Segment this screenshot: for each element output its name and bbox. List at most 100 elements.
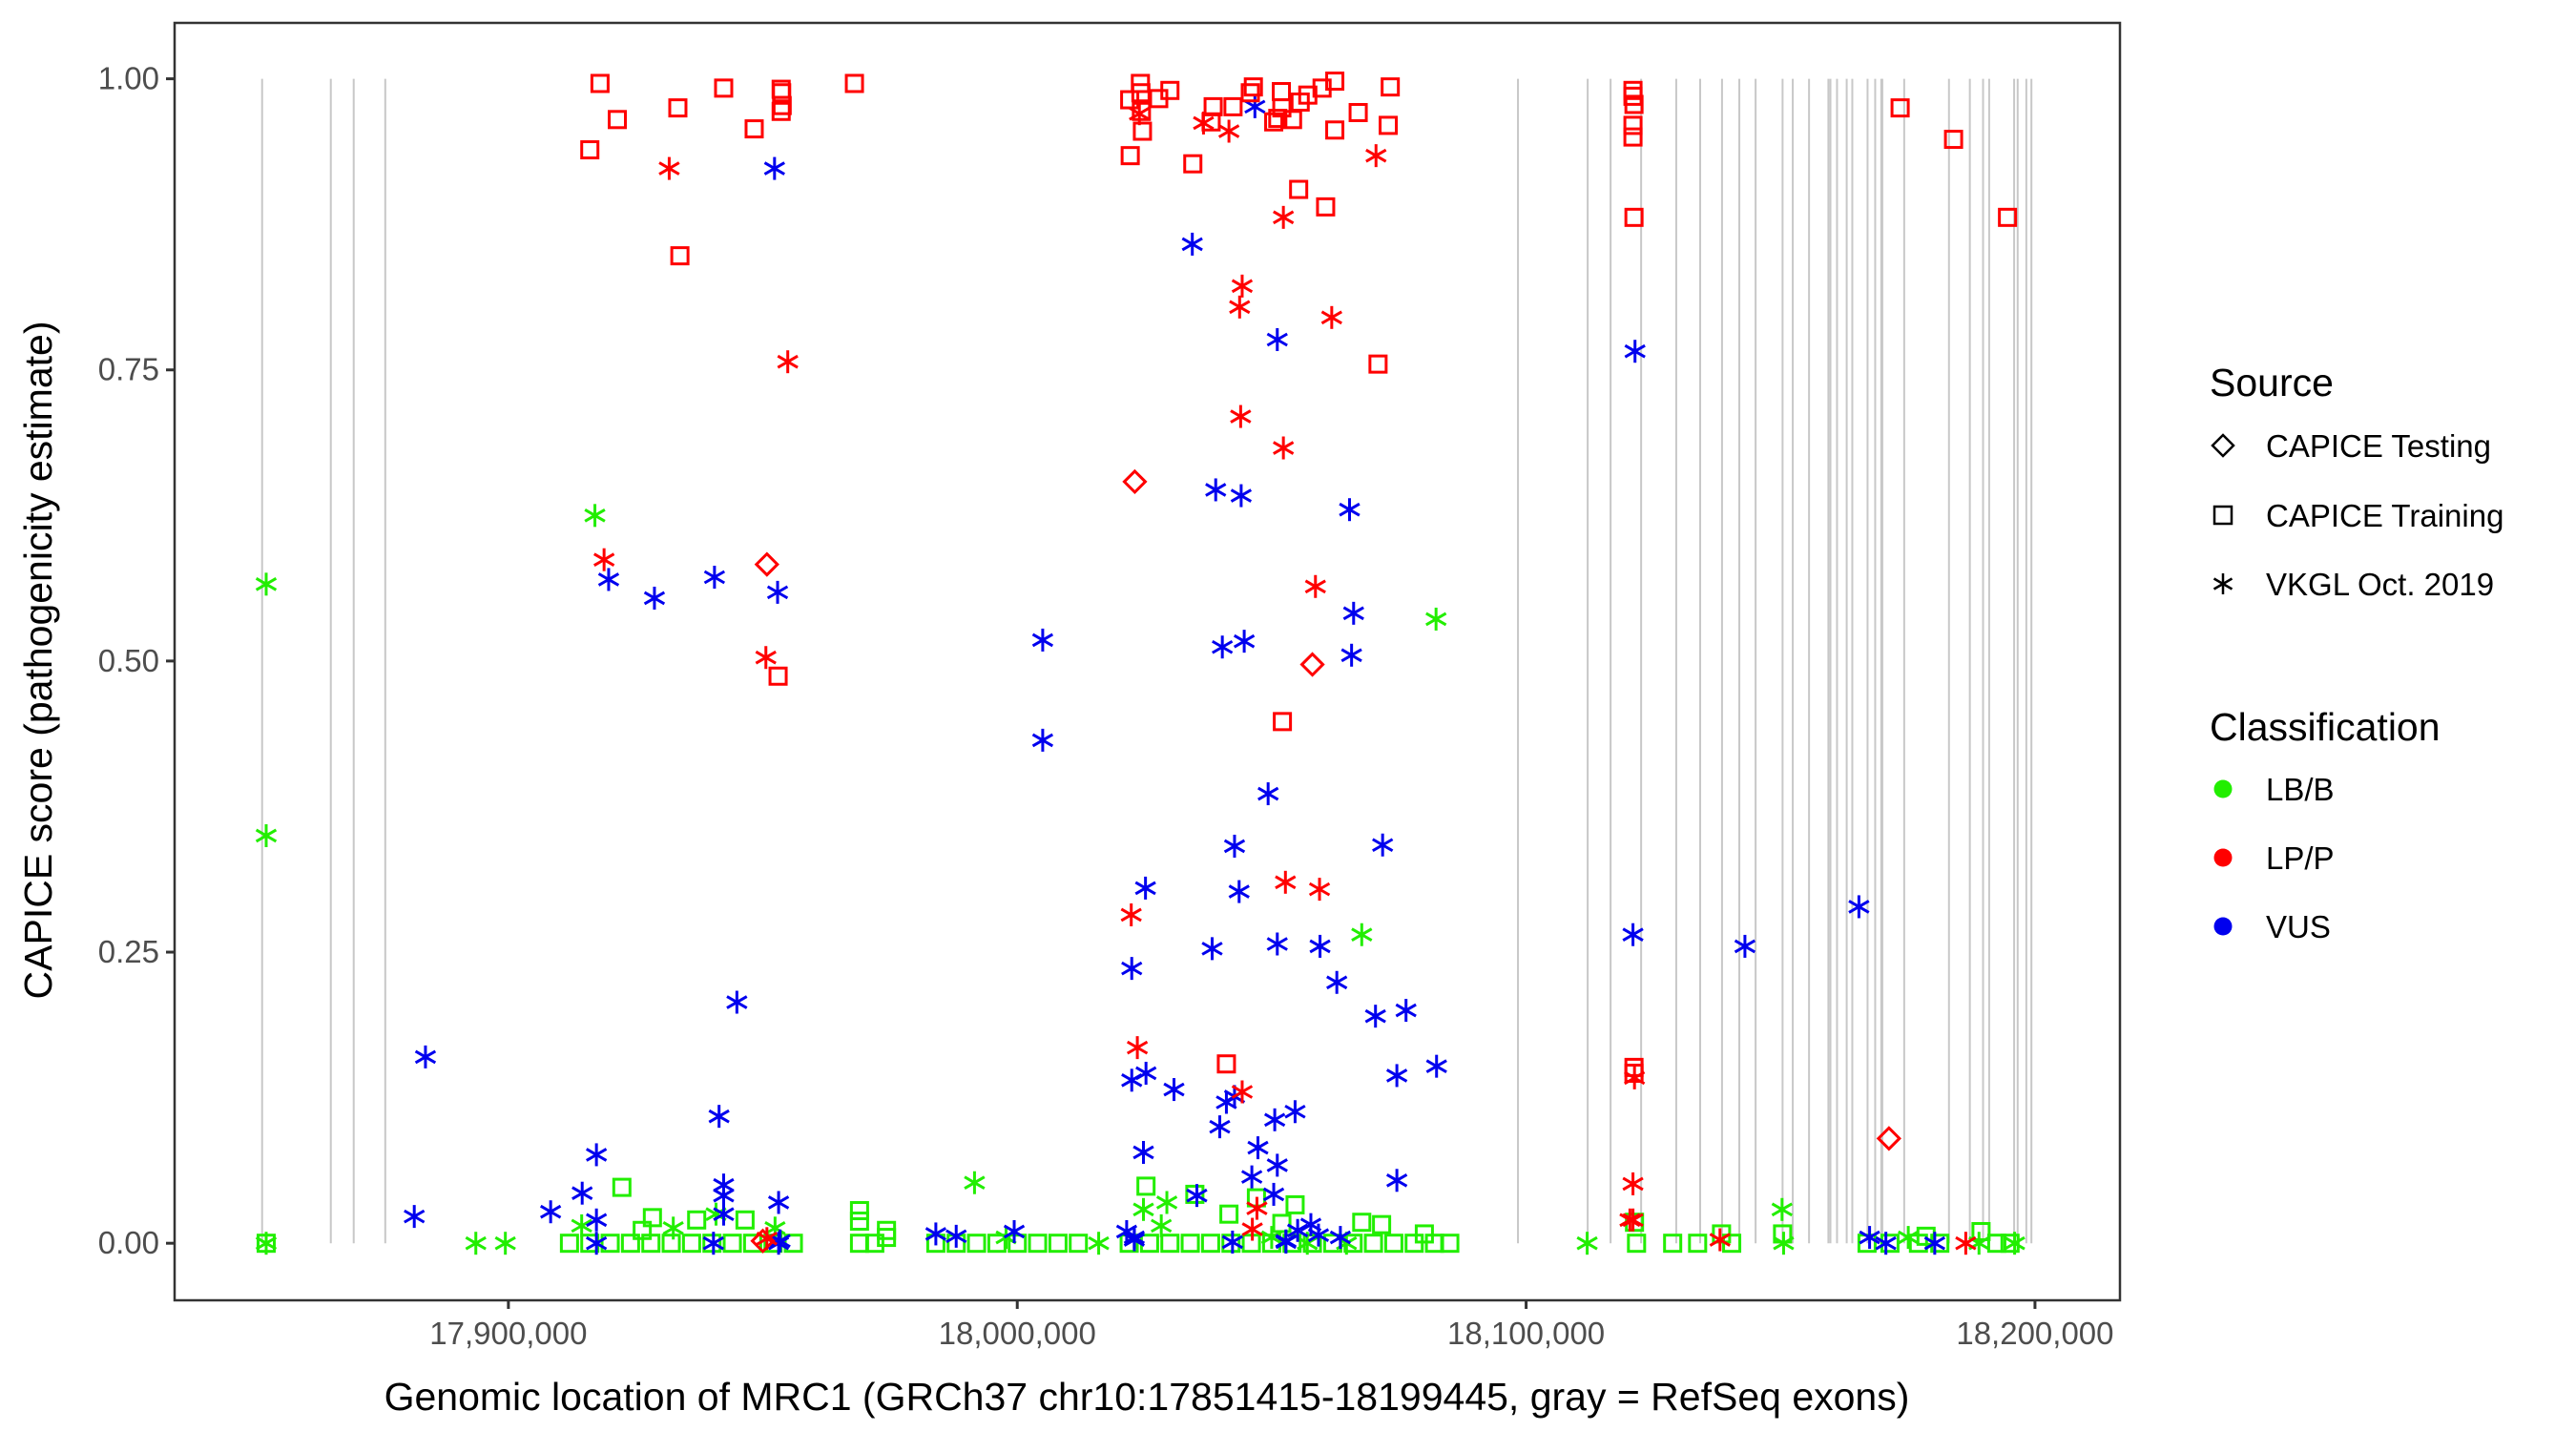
x-tick-label: 18,000,000 — [939, 1316, 1096, 1351]
point-square — [661, 1234, 681, 1254]
x-tick-label: 18,200,000 — [1956, 1316, 2113, 1351]
point-square — [681, 1234, 701, 1254]
point-asterisk — [1123, 1228, 1146, 1252]
point-asterisk — [1275, 870, 1297, 894]
point-asterisk — [1134, 876, 1156, 900]
point-asterisk — [1233, 630, 1256, 653]
point-asterisk — [1205, 478, 1227, 502]
point-asterisk — [2004, 1232, 2025, 1255]
point-square — [1132, 121, 1153, 141]
point-square — [1048, 1234, 1068, 1254]
point-asterisk — [1193, 111, 1215, 135]
point-square — [1352, 1213, 1372, 1233]
point-asterisk — [1875, 1232, 1897, 1255]
point-asterisk — [597, 568, 620, 591]
point-square — [1325, 120, 1345, 140]
point-asterisk — [1771, 1197, 1793, 1221]
point-asterisk — [1121, 957, 1143, 981]
point-square — [1273, 712, 1293, 732]
point-square — [2000, 1234, 2020, 1254]
point-asterisk — [1228, 880, 1250, 903]
y-tick-label: 0.75 — [98, 352, 159, 387]
point-square — [1440, 1234, 1460, 1254]
point-asterisk — [1326, 970, 1348, 994]
point-diamond — [750, 1228, 776, 1254]
point-asterisk — [1339, 498, 1361, 522]
point-square — [1223, 96, 1243, 116]
point-asterisk — [1307, 1223, 1330, 1247]
legend-item-vus: VUS — [2213, 909, 2331, 944]
point-asterisk — [1304, 574, 1326, 598]
point-square — [1268, 109, 1288, 129]
point-square — [987, 1234, 1007, 1254]
point-asterisk — [255, 823, 278, 847]
point-asterisk — [777, 350, 799, 374]
point-square — [1379, 115, 1399, 135]
point-square — [1160, 1234, 1180, 1254]
point-asterisk — [586, 1208, 608, 1232]
point-square — [1623, 115, 1643, 135]
point-asterisk — [713, 1202, 735, 1226]
y-tick-label: 0.00 — [98, 1225, 159, 1260]
point-asterisk — [1859, 1226, 1880, 1250]
point-square — [1180, 1234, 1200, 1254]
point-asterisk — [945, 1224, 967, 1248]
point-asterisk — [1709, 1228, 1731, 1252]
point-square — [714, 78, 734, 98]
point-asterisk — [766, 580, 789, 604]
point-square — [1624, 207, 1644, 227]
point-square — [849, 1201, 869, 1221]
point-square — [1219, 1204, 1239, 1224]
point-square — [849, 1211, 869, 1231]
point-asterisk — [1212, 635, 1234, 659]
point-asterisk — [703, 566, 726, 590]
point-asterisk — [1385, 1169, 1408, 1192]
point-asterisk — [593, 548, 615, 571]
legend-label: VKGL Oct. 2019 — [2266, 567, 2494, 602]
point-diamond — [1299, 652, 1325, 677]
point-square — [744, 119, 764, 139]
point-asterisk — [1734, 934, 1756, 958]
legend-label: CAPICE Training — [2266, 498, 2503, 533]
point-square — [1624, 94, 1644, 114]
point-square — [590, 73, 610, 93]
point-square — [1348, 102, 1368, 122]
point-square — [1623, 127, 1643, 147]
point-asterisk — [1309, 934, 1331, 958]
point-square — [1998, 207, 2018, 227]
legend-label: CAPICE Testing — [2266, 428, 2491, 464]
point-asterisk — [1342, 601, 1364, 625]
point-asterisk — [1263, 1108, 1286, 1131]
y-axis: 0.00 0.25 0.50 0.75 1.00 — [98, 61, 175, 1260]
point-square — [1008, 1234, 1028, 1254]
point-asterisk — [1351, 923, 1373, 946]
x-axis-title: Genomic location of MRC1 (GRCh37 chr10:1… — [384, 1375, 1910, 1419]
red-dot-icon — [2213, 848, 2233, 867]
point-asterisk — [1364, 1005, 1386, 1028]
point-asterisk — [465, 1232, 487, 1255]
legend-item-vkgl: VKGL Oct. 2019 — [2212, 567, 2494, 602]
point-asterisk — [1217, 119, 1240, 143]
point-asterisk — [1425, 607, 1447, 631]
exon-lines — [260, 78, 2033, 1244]
point-asterisk — [1365, 144, 1387, 168]
point-square — [722, 1234, 742, 1254]
legend-classification-title: Classification — [2210, 705, 2441, 749]
point-asterisk — [1181, 232, 1203, 256]
point-square — [966, 1234, 987, 1254]
point-asterisk — [494, 1232, 516, 1255]
point-asterisk — [1229, 295, 1251, 319]
point-square — [1381, 77, 1401, 97]
point-asterisk — [1385, 1064, 1408, 1088]
legend-source: Source CAPICE Testing CAPICE Training VK… — [2210, 361, 2503, 602]
point-square — [1688, 1234, 1708, 1254]
point-square — [877, 1228, 897, 1248]
point-square — [1325, 72, 1345, 92]
point-square — [257, 1234, 277, 1254]
point-diamond — [1876, 1126, 1901, 1151]
point-asterisk — [1897, 1226, 1920, 1250]
point-asterisk — [586, 1232, 608, 1255]
point-asterisk — [1372, 833, 1394, 857]
point-asterisk — [1266, 1153, 1288, 1177]
